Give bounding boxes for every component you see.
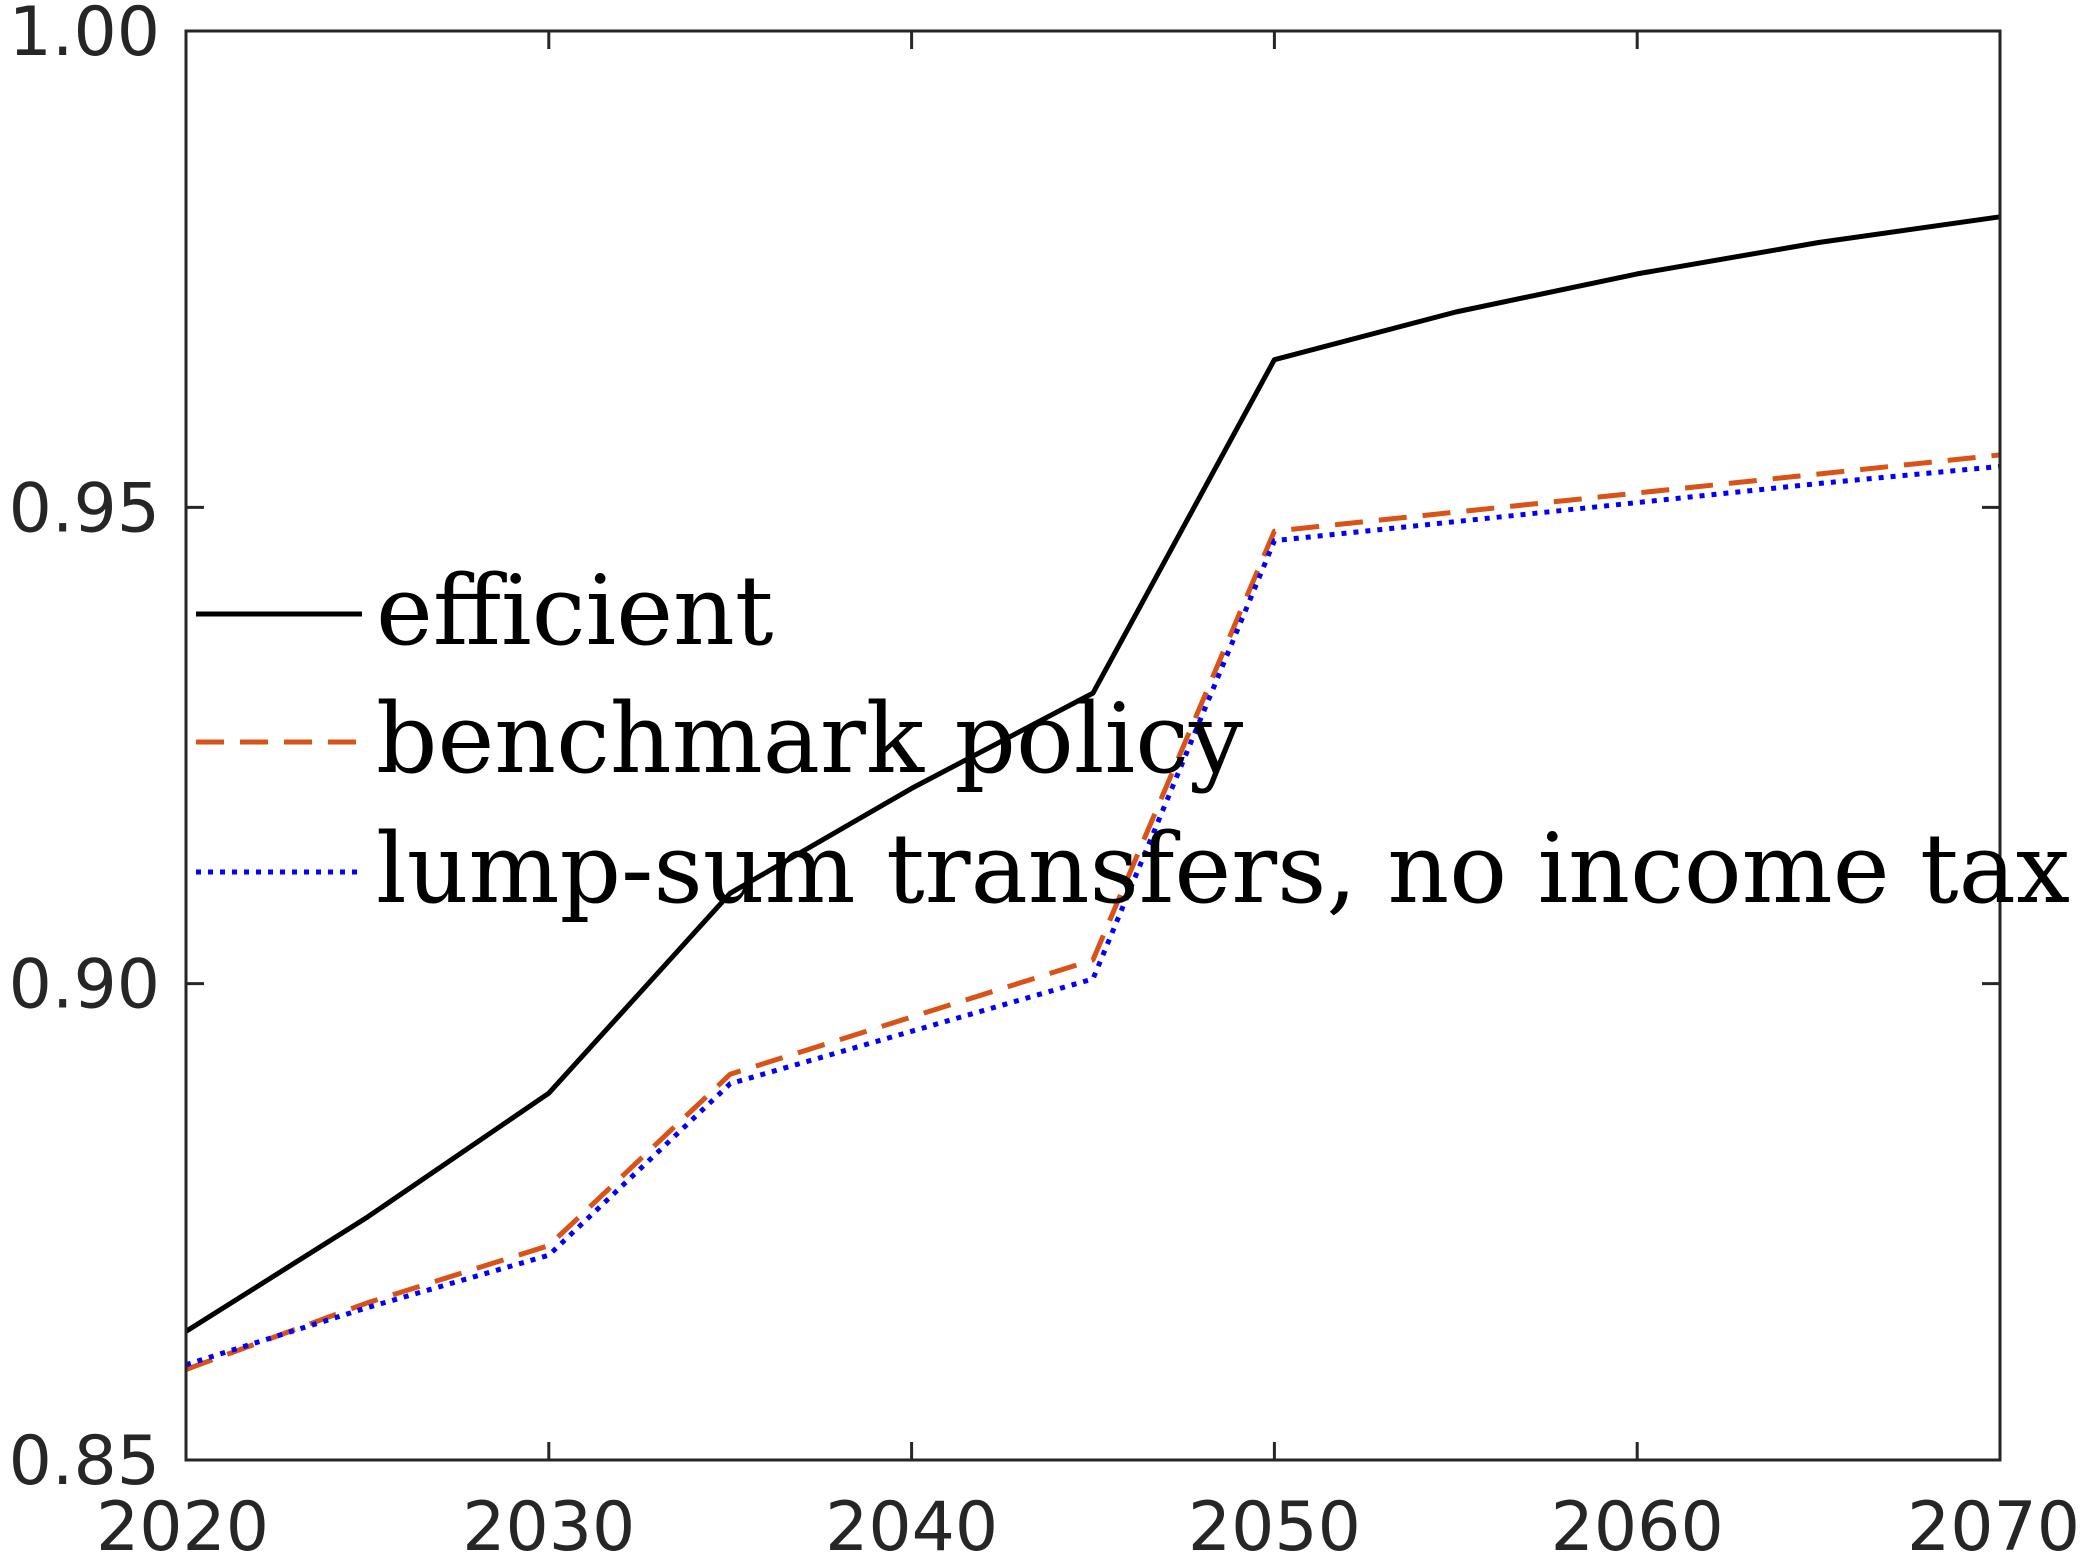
- legend-label-2: lump-sum transfers, no income tax: [376, 813, 2070, 925]
- axis-tick-labels: 2020 2030 2040 2050 2060 2070 0.85 0.90 0.95 1.00: [9, 0, 2080, 1554]
- y-tick-label-1: 0.90: [9, 946, 160, 1025]
- x-tick-label-0: 2020: [96, 1488, 269, 1554]
- axis-ticks: [184, 29, 2002, 1462]
- x-tick-label-2: 2040: [825, 1488, 998, 1554]
- series-line-0: [184, 214, 2001, 1334]
- x-tick-label-3: 2050: [1188, 1488, 1361, 1554]
- legend-label-0: efficient: [376, 555, 773, 667]
- legend-label-1: benchmark policy: [376, 683, 1243, 795]
- y-tick-label-3: 1.00: [9, 0, 160, 72]
- x-tick-label-1: 2030: [462, 1488, 635, 1554]
- series-line-2: [185, 463, 2001, 1368]
- x-tick-label-5: 2070: [1907, 1488, 2080, 1554]
- y-tick-label-0: 0.85: [9, 1422, 160, 1501]
- x-tick-label-4: 2060: [1551, 1488, 1724, 1554]
- y-tick-label-2: 0.95: [9, 469, 160, 548]
- plot-frame: [184, 29, 2002, 1462]
- legend: efficient benchmark policy lump-sum transf…: [196, 555, 2070, 925]
- series-lines: [184, 214, 2001, 1372]
- series-line-1: [185, 452, 2001, 1372]
